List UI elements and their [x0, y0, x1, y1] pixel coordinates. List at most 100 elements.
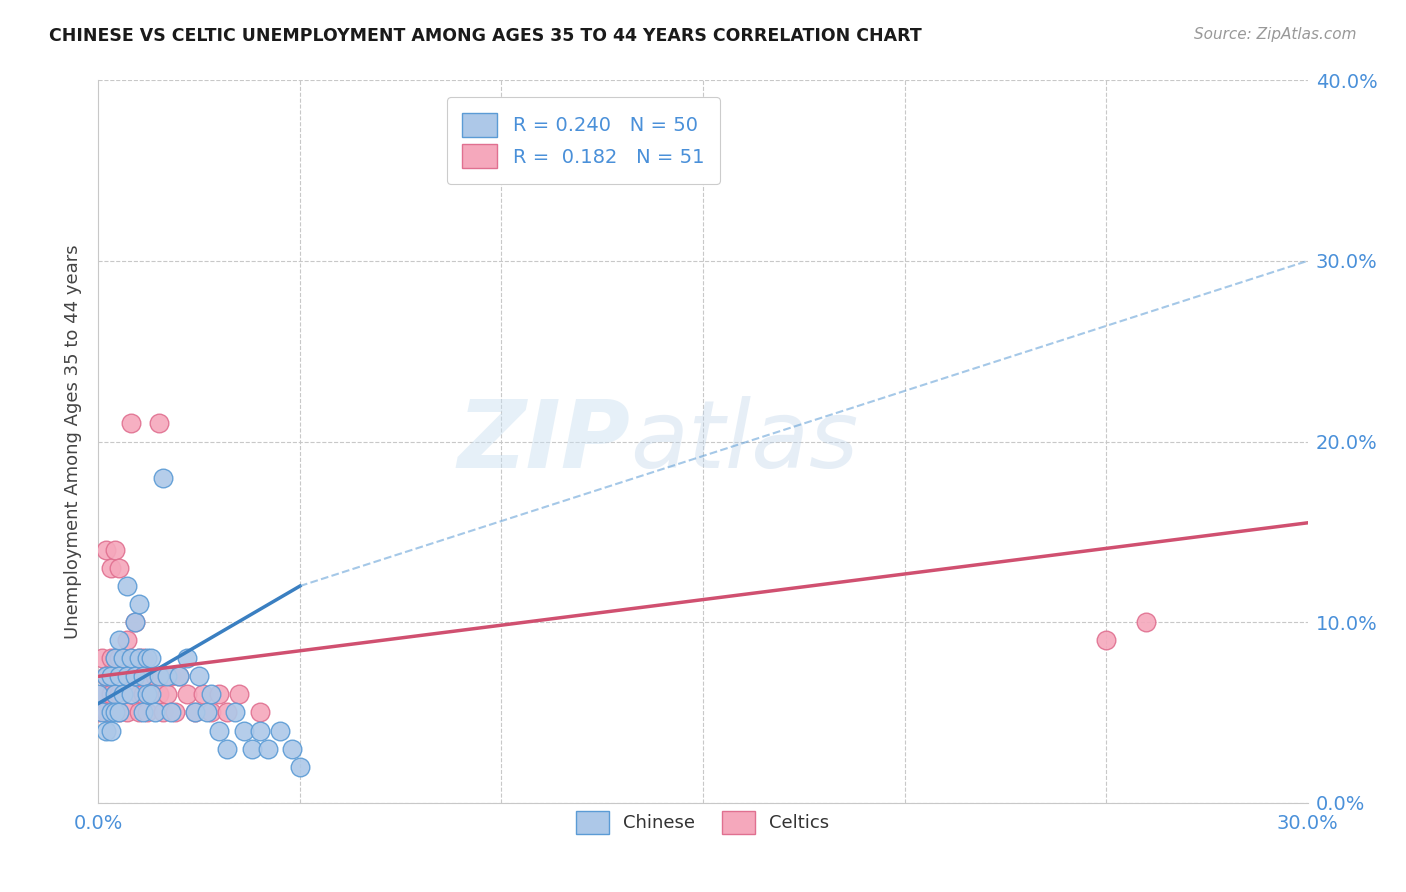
Point	[135, 669, 157, 683]
Point	[228, 687, 250, 701]
Point	[152, 706, 174, 720]
Point	[217, 741, 239, 756]
Point	[281, 741, 304, 756]
Point	[103, 687, 125, 701]
Point	[124, 669, 146, 683]
Point	[128, 651, 150, 665]
Point	[143, 706, 166, 720]
Point	[208, 723, 231, 738]
Point	[167, 669, 190, 683]
Point	[100, 669, 122, 683]
Point	[100, 723, 122, 738]
Text: ZIP: ZIP	[457, 395, 630, 488]
Point	[132, 651, 155, 665]
Point	[232, 723, 254, 738]
Point	[115, 669, 138, 683]
Point	[103, 706, 125, 720]
Point	[91, 687, 114, 701]
Point	[240, 741, 263, 756]
Point	[87, 687, 110, 701]
Point	[139, 687, 162, 701]
Point	[135, 706, 157, 720]
Legend: Chinese, Celtics: Chinese, Celtics	[569, 805, 837, 841]
Point	[96, 669, 118, 683]
Point	[148, 687, 170, 701]
Text: CHINESE VS CELTIC UNEMPLOYMENT AMONG AGES 35 TO 44 YEARS CORRELATION CHART: CHINESE VS CELTIC UNEMPLOYMENT AMONG AGE…	[49, 27, 922, 45]
Point	[96, 669, 118, 683]
Point	[111, 651, 134, 665]
Point	[156, 669, 179, 683]
Point	[288, 760, 311, 774]
Point	[249, 706, 271, 720]
Point	[96, 542, 118, 557]
Point	[100, 687, 122, 701]
Point	[188, 669, 211, 683]
Point	[107, 633, 129, 648]
Point	[103, 687, 125, 701]
Point	[124, 615, 146, 630]
Point	[87, 706, 110, 720]
Point	[120, 687, 142, 701]
Point	[107, 561, 129, 575]
Point	[163, 706, 186, 720]
Point	[107, 651, 129, 665]
Point	[91, 706, 114, 720]
Point	[115, 669, 138, 683]
Point	[111, 651, 134, 665]
Point	[135, 651, 157, 665]
Point	[167, 669, 190, 683]
Point	[139, 687, 162, 701]
Point	[132, 669, 155, 683]
Point	[128, 597, 150, 611]
Point	[184, 706, 207, 720]
Point	[107, 706, 129, 720]
Point	[91, 651, 114, 665]
Point	[176, 687, 198, 701]
Point	[107, 669, 129, 683]
Point	[124, 669, 146, 683]
Point	[96, 723, 118, 738]
Point	[152, 471, 174, 485]
Point	[103, 542, 125, 557]
Point	[132, 706, 155, 720]
Point	[115, 706, 138, 720]
Point	[200, 706, 222, 720]
Point	[249, 723, 271, 738]
Point	[120, 669, 142, 683]
Point	[100, 651, 122, 665]
Point	[1095, 633, 1118, 648]
Point	[96, 706, 118, 720]
Point	[107, 706, 129, 720]
Point	[1135, 615, 1157, 630]
Point	[224, 706, 246, 720]
Point	[176, 651, 198, 665]
Point	[120, 417, 142, 431]
Point	[148, 417, 170, 431]
Point	[208, 687, 231, 701]
Point	[103, 651, 125, 665]
Text: atlas: atlas	[630, 396, 859, 487]
Text: Source: ZipAtlas.com: Source: ZipAtlas.com	[1194, 27, 1357, 42]
Point	[132, 687, 155, 701]
Point	[120, 651, 142, 665]
Point	[107, 687, 129, 701]
Y-axis label: Unemployment Among Ages 35 to 44 years: Unemployment Among Ages 35 to 44 years	[63, 244, 82, 639]
Point	[184, 706, 207, 720]
Point	[200, 687, 222, 701]
Point	[128, 687, 150, 701]
Point	[103, 651, 125, 665]
Point	[217, 706, 239, 720]
Point	[128, 706, 150, 720]
Point	[160, 706, 183, 720]
Point	[256, 741, 278, 756]
Point	[115, 633, 138, 648]
Point	[135, 687, 157, 701]
Point	[148, 669, 170, 683]
Point	[124, 615, 146, 630]
Point	[111, 687, 134, 701]
Point	[100, 561, 122, 575]
Point	[128, 651, 150, 665]
Point	[156, 687, 179, 701]
Point	[100, 706, 122, 720]
Point	[111, 687, 134, 701]
